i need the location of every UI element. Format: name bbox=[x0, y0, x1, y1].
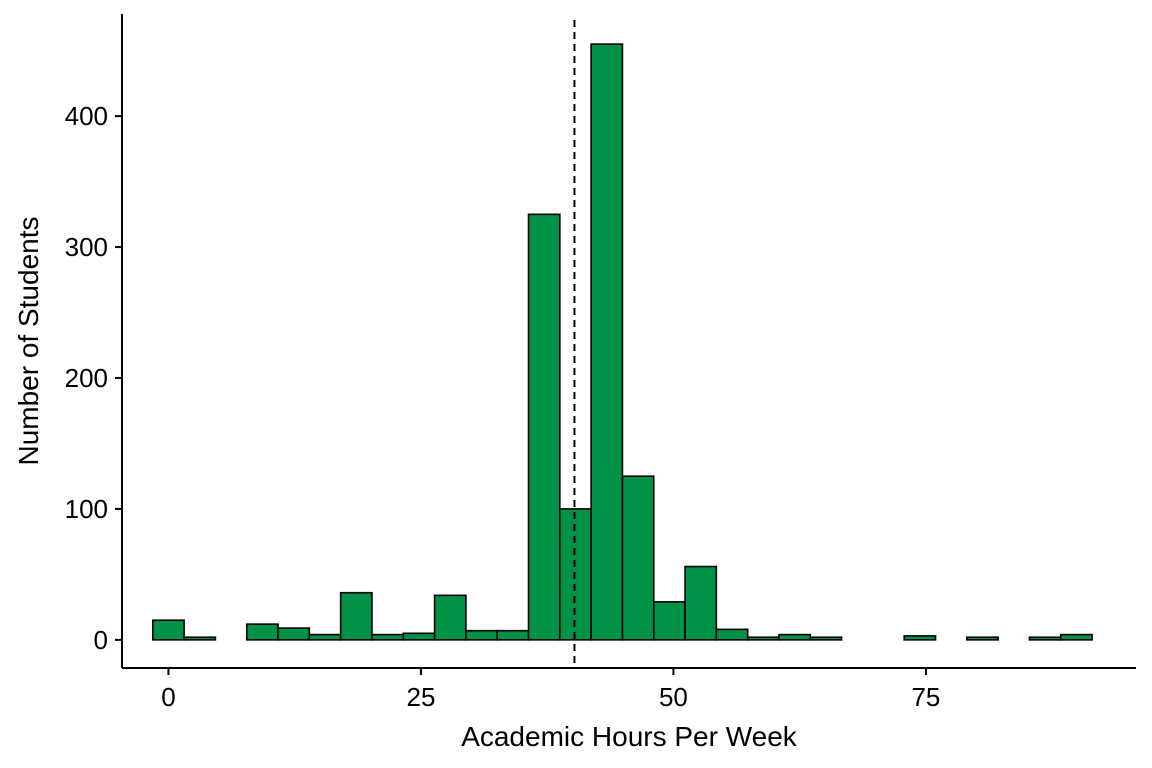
histogram-bar bbox=[778, 633, 812, 641]
histogram-bar bbox=[277, 627, 311, 641]
histogram-bar bbox=[308, 633, 342, 641]
histogram-bar bbox=[183, 636, 217, 641]
histogram-bar bbox=[559, 508, 592, 641]
histogram-bar bbox=[1028, 636, 1062, 641]
histogram-bar bbox=[809, 636, 843, 641]
bars-layer bbox=[152, 43, 1093, 641]
histogram-bar bbox=[152, 619, 185, 641]
y-tick-label: 200 bbox=[65, 363, 108, 393]
histogram-bar bbox=[245, 623, 279, 641]
histogram-bar bbox=[903, 635, 937, 641]
x-tick-label: 50 bbox=[659, 682, 688, 712]
histogram-bar bbox=[465, 629, 499, 641]
x-tick-label: 75 bbox=[911, 682, 940, 712]
histogram-bar bbox=[1059, 633, 1093, 641]
y-axis-title: Number of Students bbox=[13, 216, 44, 465]
histogram-bar bbox=[715, 628, 749, 641]
histogram-bar bbox=[621, 475, 655, 641]
histogram-bar bbox=[652, 601, 686, 641]
x-tick-label: 25 bbox=[406, 682, 435, 712]
y-tick-label: 100 bbox=[65, 494, 108, 524]
histogram-bar bbox=[527, 213, 561, 641]
histogram-bar bbox=[684, 565, 718, 641]
histogram-bar bbox=[966, 636, 999, 641]
axes-layer bbox=[121, 14, 1136, 669]
y-tick-label: 300 bbox=[65, 232, 108, 262]
y-tick-label: 400 bbox=[65, 101, 108, 131]
histogram-bar bbox=[371, 633, 405, 641]
y-tick-label: 0 bbox=[94, 625, 108, 655]
x-tick-label: 0 bbox=[161, 682, 175, 712]
histogram-bar bbox=[339, 591, 373, 641]
histogram-bar bbox=[496, 629, 530, 641]
y-ticks: 0 100 200 300 400 bbox=[65, 101, 122, 655]
histogram-bar bbox=[746, 636, 780, 641]
histogram-bar bbox=[433, 594, 467, 641]
histogram-bar bbox=[590, 43, 624, 641]
x-axis-title: Academic Hours Per Week bbox=[461, 721, 798, 752]
x-ticks: 0 25 50 75 bbox=[161, 668, 940, 712]
histogram-bar bbox=[402, 632, 436, 641]
